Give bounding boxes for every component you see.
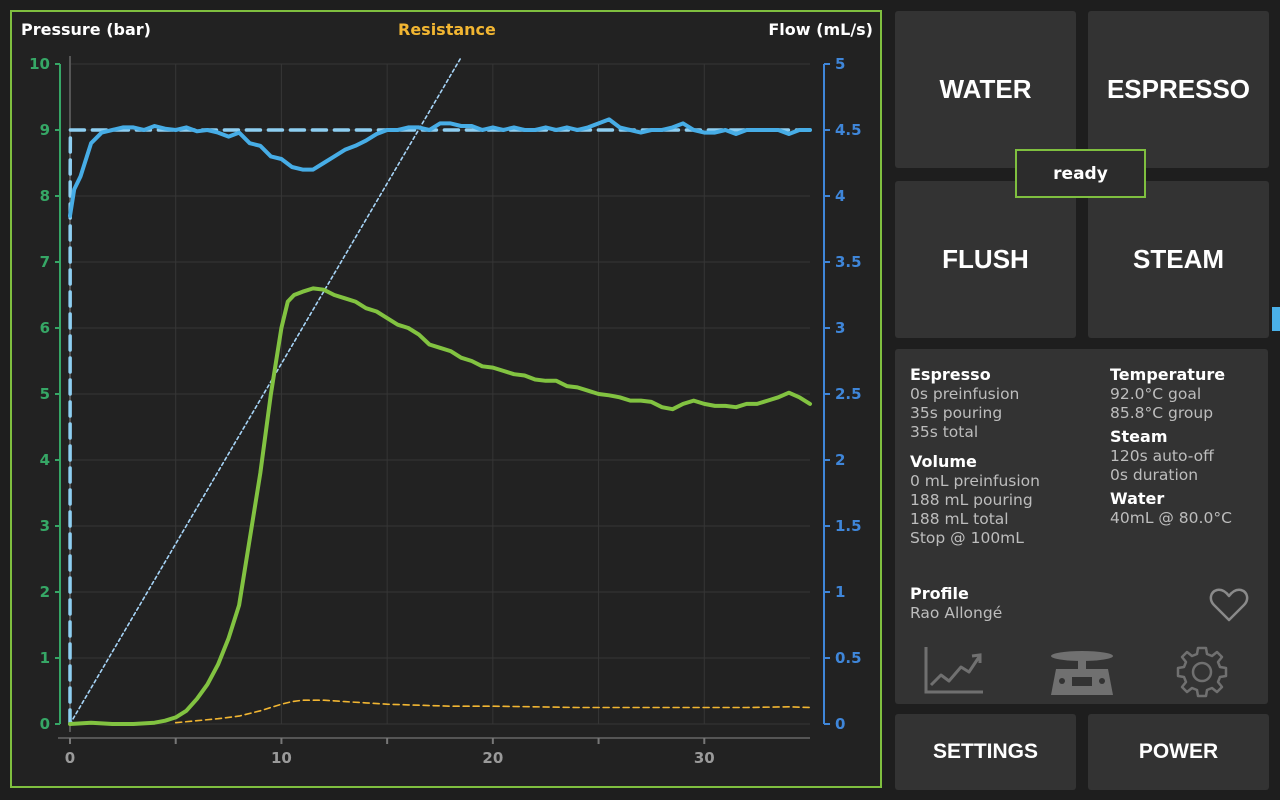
scale-icon[interactable] <box>1048 649 1116 697</box>
volume-stop: Stop @ 100mL <box>910 529 1040 548</box>
steam-info-title: Steam <box>1110 427 1232 447</box>
pressure-tick-label: 6 <box>40 319 50 337</box>
pressure-tick-label: 10 <box>29 55 50 73</box>
flow-axis-title: Flow (mL/s) <box>768 20 873 39</box>
flow-tick-label: 2 <box>835 451 845 469</box>
espresso-preinfusion: 0s preinfusion <box>910 385 1040 404</box>
info-left-column: Espresso 0s preinfusion 35s pouring 35s … <box>910 365 1040 548</box>
flow-tick-label: 4.5 <box>835 121 862 139</box>
pressure-tick-label: 5 <box>40 385 50 403</box>
pressure-tick-label: 2 <box>40 583 50 601</box>
steam-auto-off: 120s auto-off <box>1110 447 1232 466</box>
pressure-tick-label: 8 <box>40 187 50 205</box>
pressure-tick-label: 1 <box>40 649 50 667</box>
time-tick-label: 30 <box>694 749 715 767</box>
temperature-group: 85.8°C group <box>1110 404 1232 423</box>
profile-title: Profile <box>910 584 1002 604</box>
flow-tick-label: 0 <box>835 715 845 733</box>
heart-icon[interactable] <box>1209 587 1249 623</box>
weight-flow-series-line <box>70 57 461 724</box>
time-tick-label: 0 <box>65 749 75 767</box>
flow-tick-label: 4 <box>835 187 845 205</box>
power-button[interactable]: POWER <box>1088 714 1269 790</box>
steam-button[interactable]: STEAM <box>1088 181 1269 338</box>
espresso-total: 35s total <box>910 423 1040 442</box>
flow-goal-series-line <box>70 130 810 724</box>
water-info-title: Water <box>1110 489 1232 509</box>
steam-duration: 0s duration <box>1110 466 1232 485</box>
temperature-info-title: Temperature <box>1110 365 1232 385</box>
volume-info-title: Volume <box>910 452 1040 472</box>
water-setting: 40mL @ 80.0°C <box>1110 509 1232 528</box>
time-tick-label: 10 <box>271 749 292 767</box>
pressure-bar-series-line <box>70 288 810 724</box>
flow-tick-label: 0.5 <box>835 649 862 667</box>
volume-total: 188 mL total <box>910 510 1040 529</box>
chart-icon[interactable] <box>923 645 985 695</box>
gear-icon[interactable] <box>1175 645 1229 699</box>
profile-name: Rao Allongé <box>910 604 1002 623</box>
settings-button[interactable]: SETTINGS <box>895 714 1076 790</box>
resistance-title: Resistance <box>398 20 496 39</box>
pressure-tick-label: 3 <box>40 517 50 535</box>
shot-chart: 0 1 2 3 4 5 6 7 8 9 10 0 0.5 1 1.5 2 2.5 3 3.5 4 4.5 5 0 10 20 30… <box>10 10 882 788</box>
pressure-tick-label: 9 <box>40 121 50 139</box>
time-tick-label: 20 <box>482 749 503 767</box>
pressure-tick-label: 7 <box>40 253 50 271</box>
espresso-button[interactable]: ESPRESSO <box>1088 11 1269 168</box>
espresso-pouring: 35s pouring <box>910 404 1040 423</box>
flow-tick-label: 5 <box>835 55 845 73</box>
pressure-tick-label: 4 <box>40 451 50 469</box>
profile-info[interactable]: Profile Rao Allongé <box>910 584 1002 623</box>
espresso-info-title: Espresso <box>910 365 1040 385</box>
flow-ml-s-series-line <box>70 119 810 215</box>
flow-tick-label: 3 <box>835 319 845 337</box>
water-button[interactable]: WATER <box>895 11 1076 168</box>
flow-tick-label: 1 <box>835 583 845 601</box>
flow-tick-label: 3.5 <box>835 253 862 271</box>
volume-pouring: 188 mL pouring <box>910 491 1040 510</box>
flow-tick-label: 2.5 <box>835 385 862 403</box>
temperature-goal: 92.0°C goal <box>1110 385 1232 404</box>
info-right-column: Temperature 92.0°C goal 85.8°C group Ste… <box>1110 365 1232 528</box>
pressure-tick-label: 0 <box>40 715 50 733</box>
flow-tick-label: 1.5 <box>835 517 862 535</box>
pressure-axis-title: Pressure (bar) <box>21 20 151 39</box>
flush-button[interactable]: FLUSH <box>895 181 1076 338</box>
side-drawer-handle[interactable] <box>1272 307 1280 331</box>
chart-svg: 0 1 2 3 4 5 6 7 8 9 10 0 0.5 1 1.5 2 2.5 3 3.5 4 4.5 5 0 10 20 30 <box>12 12 880 786</box>
status-badge: ready <box>1015 149 1146 198</box>
shot-info-panel: Espresso 0s preinfusion 35s pouring 35s … <box>895 349 1268 704</box>
volume-preinfusion: 0 mL preinfusion <box>910 472 1040 491</box>
